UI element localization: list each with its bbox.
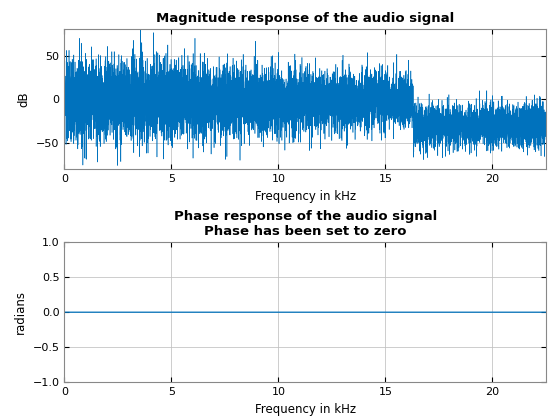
Y-axis label: dB: dB: [17, 92, 31, 107]
Title: Magnitude response of the audio signal: Magnitude response of the audio signal: [156, 13, 454, 26]
X-axis label: Frequency in kHz: Frequency in kHz: [255, 403, 356, 416]
Title: Phase response of the audio signal
Phase has been set to zero: Phase response of the audio signal Phase…: [174, 210, 437, 238]
Y-axis label: radians: radians: [14, 290, 27, 334]
X-axis label: Frequency in kHz: Frequency in kHz: [255, 190, 356, 203]
